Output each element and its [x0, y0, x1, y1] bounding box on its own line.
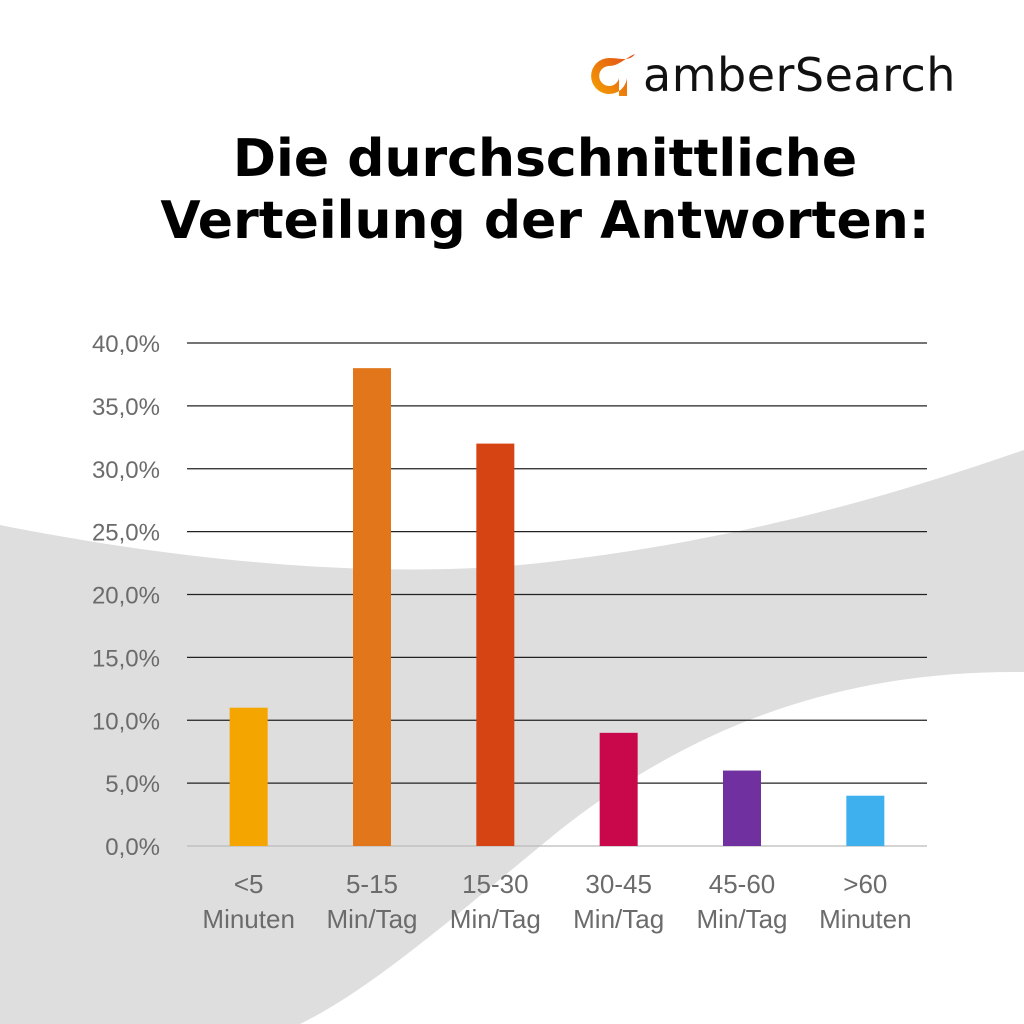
bar: [353, 368, 391, 846]
x-tick-label: Min/Tag: [450, 904, 541, 934]
y-tick-label: 25,0%: [92, 520, 160, 547]
y-tick-label: 35,0%: [92, 394, 160, 421]
x-tick-label: 15-30: [462, 869, 529, 899]
x-tick-label: Min/Tag: [696, 904, 787, 934]
x-tick-label: Minuten: [819, 904, 912, 934]
y-tick-label: 5,0%: [105, 771, 160, 798]
title-line: Die durchschnittliche: [232, 129, 858, 189]
amber-arc-icon: [591, 54, 635, 96]
bar: [846, 795, 885, 846]
x-tick-label: Min/Tag: [573, 904, 664, 934]
bar: [599, 732, 638, 846]
chart-title: Die durchschnittliche Verteilung der Ant…: [0, 128, 1024, 252]
brand-name: amberSearch: [643, 48, 956, 102]
bar: [476, 443, 515, 846]
x-tick-label: Min/Tag: [326, 904, 417, 934]
y-tick-label: 15,0%: [92, 645, 160, 672]
y-tick-label: 40,0%: [92, 331, 160, 358]
x-tick-label: >60: [843, 869, 887, 899]
x-tick-label: <5: [234, 869, 264, 899]
y-tick-label: 30,0%: [92, 457, 160, 484]
y-tick-label: 10,0%: [92, 708, 160, 735]
x-tick-label: Minuten: [202, 904, 295, 934]
x-tick-label: 45-60: [709, 869, 776, 899]
y-tick-label: 0,0%: [105, 834, 160, 861]
x-tick-label: 30-45: [585, 869, 652, 899]
brand-logo: amberSearch: [585, 52, 956, 98]
bar: [229, 707, 268, 846]
x-tick-label: 5-15: [346, 869, 398, 899]
y-tick-label: 20,0%: [92, 583, 160, 610]
title-line: Verteilung der Antworten:: [160, 191, 930, 251]
bar: [723, 770, 761, 846]
